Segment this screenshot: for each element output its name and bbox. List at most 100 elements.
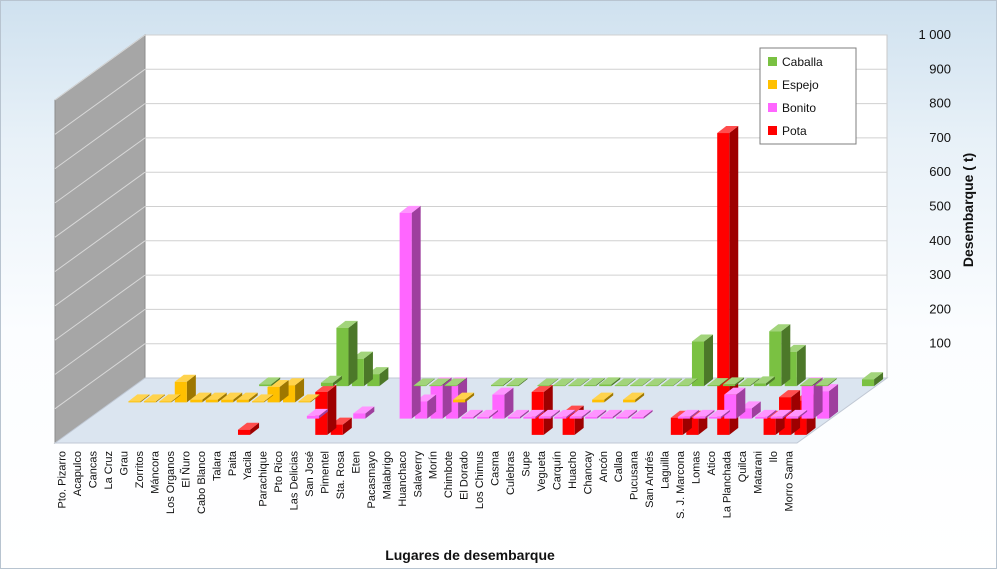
bar-caballa-yacila [320, 375, 343, 387]
bar-caballa-s-j-marcona [753, 376, 775, 387]
x-category-label: Matarani [752, 451, 764, 494]
bar-espejo-huacho [623, 392, 645, 403]
gridline-side [54, 68, 146, 135]
bar-bonito-la-planchada [755, 409, 777, 419]
bar-bonito-san-andres [677, 409, 699, 419]
x-category-label: Cabo Blanco [196, 451, 208, 514]
bar-caballa-lomas [769, 324, 791, 387]
gridline-side [54, 137, 146, 204]
bar-espejo-el-nuro [236, 392, 258, 403]
gridline-side [54, 240, 146, 307]
bar-caballa-pucusana [707, 378, 729, 387]
legend-swatch-bonito [768, 103, 777, 112]
x-category-label: El Dorado [459, 451, 471, 500]
bar-caballa-la-planchada [800, 378, 822, 387]
bar-caballa-huacho [645, 378, 667, 387]
x-category-label: Zorritos [134, 451, 146, 489]
x-category-label: Eten [350, 451, 362, 474]
bar-caballa-el-nuro [259, 377, 281, 387]
bar-espejo-talara [267, 379, 289, 403]
x-category-label: Morro Sama [783, 450, 795, 511]
legend-swatch-caballa [768, 57, 777, 66]
bar-caballa-eten [429, 378, 451, 387]
y-tick-label: 800 [929, 96, 951, 111]
x-category-label: Callao [613, 451, 625, 482]
x-axis-category-labels: Pto. Pizarro Acapulco Cancas La Cruz Grau Zor… [57, 450, 796, 519]
y-tick-label: 500 [929, 199, 951, 214]
bar-espejo-cancas [143, 394, 165, 403]
x-category-label: Los Organos [165, 451, 177, 514]
bar-caballa-san-andres [722, 377, 744, 387]
bar-espejo-la-cruz [159, 394, 181, 403]
legend-swatch-pota [768, 126, 777, 135]
x-category-label: S. J. Marcona [675, 450, 687, 519]
bar-caballa-carquin [630, 378, 652, 387]
y-tick-label: 1 000 [918, 27, 951, 42]
x-category-label: Lomas [691, 451, 703, 485]
x-category-label: Ilo [768, 451, 780, 463]
x-category-label: Morín [428, 451, 440, 479]
bar-bonito-lomas [724, 387, 746, 419]
bar-bonito-pacasmayo [399, 205, 421, 419]
bar-bonito-matarani [786, 409, 808, 419]
x-category-label: Las Delicias [289, 451, 301, 511]
gridline-side [54, 206, 146, 272]
bar-espejo-huanchaco [453, 392, 475, 403]
bar-bonito-supe [554, 409, 576, 419]
bars [128, 126, 884, 435]
bar-caballa-salaverry [490, 378, 513, 387]
x-category-label: Pucusana [629, 450, 641, 500]
bar-espejo-acapulco [128, 394, 150, 403]
x-category-label: Laguilla [660, 450, 672, 489]
bar-espejo-zorritos [190, 392, 212, 403]
x-category-label: Chancay [582, 451, 594, 495]
y-tick-label: 200 [929, 301, 951, 316]
bar-espejo-mancora [205, 392, 227, 403]
x-category-label: La Planchada [721, 450, 733, 518]
x-category-label: Acapulco [72, 451, 84, 496]
y-axis-ticks: 100 200 300 400 500 600 700 800 900 1 000 [918, 27, 951, 351]
bar-caballa-parachique [336, 320, 358, 387]
bar-caballa-ancon [676, 378, 698, 387]
bar-pota-atico [717, 126, 739, 435]
x-category-label: Chimbote [443, 451, 455, 498]
gridline-side [54, 343, 146, 410]
bar-bonito-casma [523, 409, 545, 419]
x-category-label: Pto Rico [273, 451, 285, 493]
x-category-label: Huanchaco [397, 451, 409, 507]
bar-caballa-culebras [583, 378, 605, 387]
x-category-label: La Cruz [103, 451, 115, 490]
x-category-label: Huacho [567, 451, 579, 489]
bar-espejo-yacila [298, 394, 320, 403]
y-axis-title: Desembarque ( t) [960, 153, 976, 267]
bar-bonito-el-dorado [492, 387, 514, 419]
bar-bonito-culebras [538, 409, 560, 419]
x-category-label: Supe [521, 451, 533, 477]
x-category-label: Sta. Rosa [335, 450, 347, 499]
gridline-side [54, 308, 146, 375]
bar-bonito-pimentel [353, 406, 375, 419]
gridline-side [54, 274, 146, 341]
x-category-label: Parachique [258, 451, 270, 507]
bar-caballa-quilca [815, 378, 837, 387]
bar-bonito-huacho [600, 409, 622, 419]
bar-bonito-laguilla [693, 409, 715, 419]
bar-bonito-chancay [616, 409, 638, 419]
x-category-label: Malabrigo [381, 451, 393, 499]
bar-caballa-los-chimus [552, 378, 574, 387]
bar-caballa-vegueta [614, 378, 636, 387]
x-category-label: Pto. Pizarro [57, 451, 69, 508]
legend-label-bonito: Bonito [782, 101, 816, 115]
bar-espejo-cabo-blanco [252, 394, 274, 403]
legend-label-pota: Pota [782, 124, 807, 138]
bar-bonito-pto-rico [306, 408, 328, 419]
y-tick-label: 600 [929, 164, 951, 179]
x-category-label: Máncora [150, 450, 162, 494]
bar-bonito-los-chimus [507, 409, 529, 419]
x-category-label: Atico [706, 451, 718, 475]
bar-caballa-morro-sama [861, 372, 884, 387]
x-category-label: Talara [211, 450, 223, 481]
x-category-label: Ancón [598, 451, 610, 482]
bar-caballa-pacasmayo [444, 378, 466, 387]
